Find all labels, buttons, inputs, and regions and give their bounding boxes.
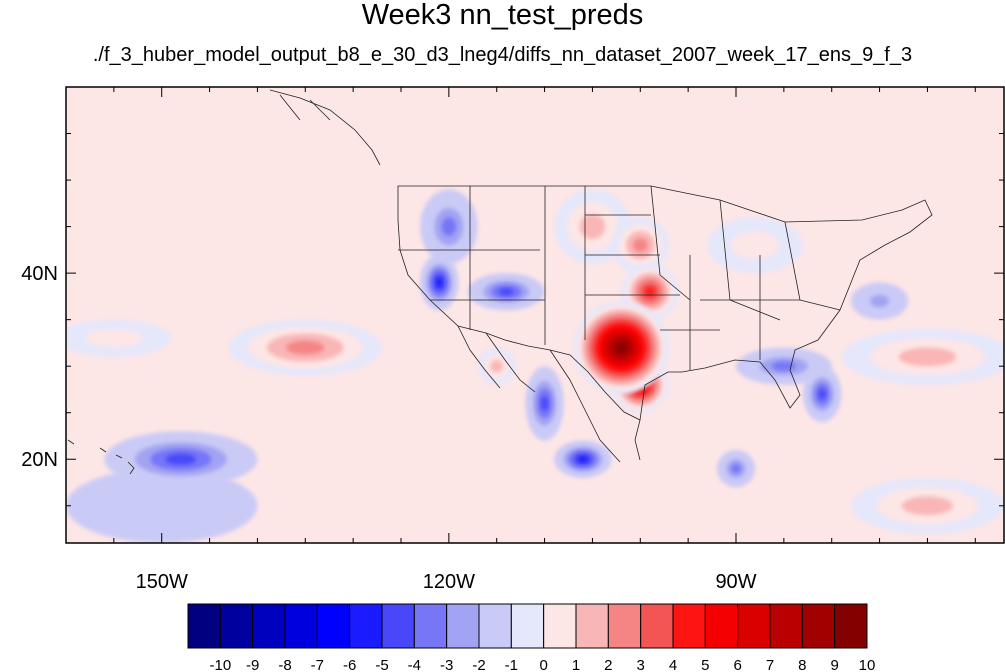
contour-level-10-3	[286, 340, 325, 355]
colorbar-label: -8	[278, 657, 291, 672]
contour-level-22-10	[616, 343, 626, 352]
contour-level-20-5	[578, 456, 588, 463]
state-line	[398, 185, 841, 370]
colorbar-label: -7	[311, 657, 324, 672]
colorbar-box	[187, 603, 221, 649]
colorbar-label: 0	[539, 657, 547, 672]
colorbar-box	[704, 603, 739, 649]
colorbar-box	[381, 603, 415, 649]
axis-ticks: 150W 120W 90W 40N 20N	[21, 86, 1004, 593]
colorbar-label: 6	[733, 657, 741, 672]
colorbar-box	[446, 603, 480, 649]
contour-level-18-5	[645, 287, 655, 297]
colorbar-box	[543, 603, 577, 649]
contour-level-8-2	[870, 294, 890, 308]
colorbar-box	[737, 603, 771, 649]
colorbar-label: -4	[408, 657, 421, 672]
colorbar-box	[478, 603, 512, 649]
colorbar-label: 10	[859, 657, 876, 672]
contour-level-5-2	[490, 359, 504, 373]
y-tick-label: 40N	[21, 263, 58, 285]
colorbar-label: 5	[701, 657, 709, 672]
colorbar-label: -5	[375, 657, 388, 672]
colorbar-box	[316, 603, 351, 649]
contour-level-14-4	[498, 288, 514, 296]
colorbar-label: -3	[440, 657, 453, 672]
colorbar-label: 8	[798, 657, 806, 672]
baja-california-coast	[457, 325, 536, 393]
colorbar-box	[607, 603, 642, 649]
contour-level-13-3	[731, 463, 741, 474]
contour-level-4-2	[579, 214, 606, 240]
colorbar-box	[252, 603, 286, 649]
colorbar-box	[413, 603, 448, 649]
colorbar-label: -9	[246, 657, 259, 672]
mexico-coast	[549, 349, 641, 463]
plot-subtitle: ./f_3_huber_model_output_b8_e_30_d3_lneg…	[92, 44, 913, 66]
colorbar-label: -1	[505, 657, 518, 672]
colorbar-box	[510, 603, 545, 649]
x-tick-label: 120W	[423, 571, 475, 593]
contour-level-3-1	[113, 487, 210, 525]
colorbar-box	[575, 603, 609, 649]
usa-outline	[397, 185, 933, 421]
contour-level-6-2	[898, 347, 957, 367]
colorbar-box	[801, 603, 836, 649]
x-tick-label: 90W	[715, 571, 756, 593]
hawaii-islands	[67, 439, 135, 475]
contour-level-12-3	[771, 361, 796, 371]
colorbar-label: 4	[669, 657, 677, 672]
contour-level-11-3	[441, 217, 457, 236]
colorbar-label: 2	[604, 657, 612, 672]
contour-level-15-4	[540, 395, 549, 411]
colorbar-label: 3	[636, 657, 644, 672]
y-tick-label: 20N	[21, 449, 58, 471]
contour-field	[66, 189, 1004, 543]
contour-level-16-4	[818, 388, 826, 400]
contour-level-17-4	[165, 453, 197, 465]
colorbar-label: -10	[209, 657, 231, 672]
colorbar-label: -2	[472, 657, 485, 672]
colorbar-box	[219, 603, 254, 649]
colorbar-label: -6	[343, 657, 356, 672]
colorbar-box	[640, 603, 674, 649]
colorbar-box	[349, 603, 383, 649]
contour-level-7-2	[901, 496, 953, 516]
colorbar-label: 1	[572, 657, 580, 672]
colorbar-box	[834, 603, 868, 649]
plot-title: Week3 nn_test_preds	[361, 0, 644, 31]
colorbar-label: 7	[766, 657, 774, 672]
contour-level-9-3	[633, 238, 648, 253]
plot-frame	[65, 86, 1005, 544]
alaska-panhandle-coast	[269, 89, 381, 166]
colorbar-box	[284, 603, 318, 649]
x-tick-label: 150W	[136, 571, 188, 593]
state-boundaries	[67, 89, 933, 475]
colorbar-box	[672, 603, 706, 649]
colorbar-box	[769, 603, 803, 649]
colorbar-label: 9	[830, 657, 838, 672]
contour-level-19-5	[436, 277, 443, 288]
contour-level-1-1	[85, 328, 143, 348]
contour-level-2-1	[731, 231, 780, 260]
